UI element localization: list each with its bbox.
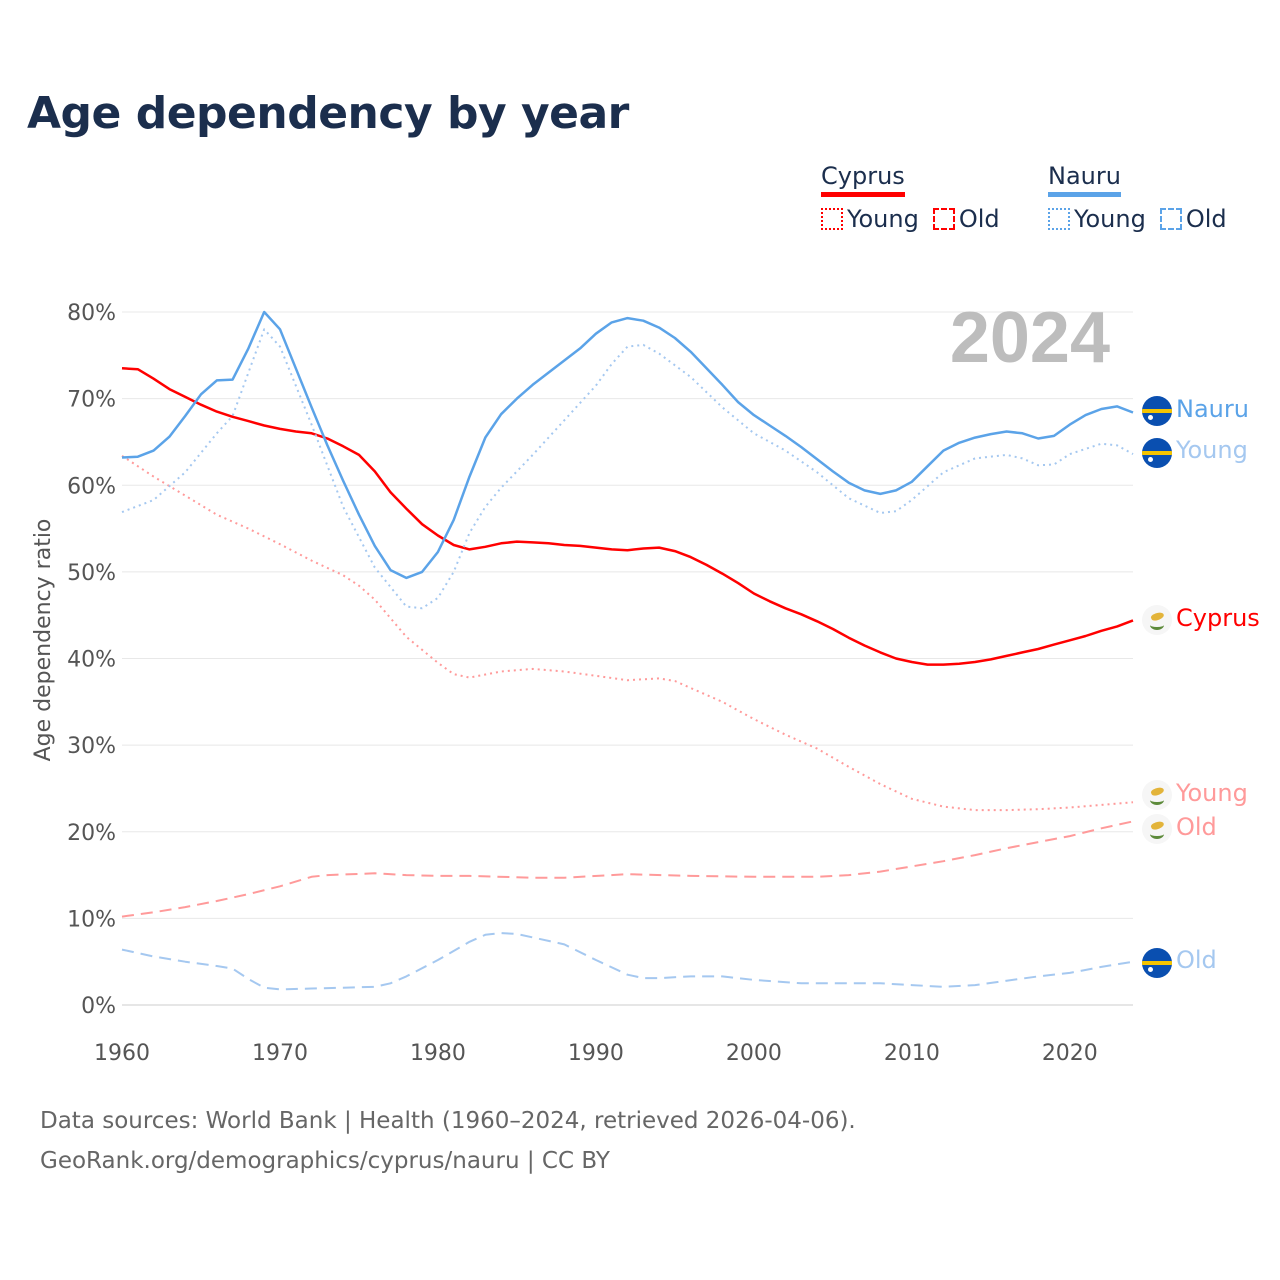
dashed-swatch-icon	[932, 208, 955, 230]
end-label-nauru-young: Young	[1176, 436, 1248, 464]
legend-label: Old	[1185, 205, 1227, 233]
legend-cyprus: Cyprus Young Old	[821, 162, 1000, 233]
end-label-cyprus-young: Young	[1176, 779, 1248, 807]
legend-cyprus-old[interactable]: Old	[932, 205, 1000, 233]
y-tick-label: 70%	[67, 388, 116, 413]
dotted-swatch-icon	[1048, 208, 1070, 230]
nauru-flag-icon	[1142, 396, 1172, 426]
x-tick-label: 2020	[1042, 1041, 1098, 1066]
y-axis-label: Age dependency ratio	[31, 519, 56, 762]
cyprus-flag-icon	[1142, 780, 1172, 810]
legend-nauru-title: Nauru	[1048, 162, 1121, 197]
legend-nauru: Nauru Young Old	[1048, 162, 1227, 233]
y-tick-label: 50%	[67, 561, 116, 586]
legend-label: Young	[847, 205, 919, 233]
legend-cyprus-young[interactable]: Young	[821, 205, 919, 233]
end-label-nauru: Nauru	[1176, 395, 1249, 423]
x-tick-label: 2010	[884, 1041, 940, 1066]
legend-label: Old	[958, 205, 1000, 233]
legend-label: Young	[1074, 205, 1146, 233]
legend-nauru-old[interactable]: Old	[1159, 205, 1227, 233]
nauru-flag-icon	[1142, 948, 1172, 978]
cyprus-flag-icon	[1142, 814, 1172, 844]
legend-nauru-young[interactable]: Young	[1048, 205, 1146, 233]
end-label-cyprus: Cyprus	[1176, 604, 1260, 632]
y-tick-label: 0%	[81, 994, 116, 1019]
y-tick-label: 60%	[67, 474, 116, 499]
source-line-2: GeoRank.org/demographics/cyprus/nauru | …	[40, 1148, 610, 1174]
x-tick-label: 2000	[726, 1041, 782, 1066]
chart-title: Age dependency by year	[27, 88, 629, 139]
series-line-cyprus-old	[121, 820, 1134, 918]
dashed-swatch-icon	[1159, 208, 1182, 230]
source-line-1: Data sources: World Bank | Health (1960–…	[40, 1108, 856, 1134]
x-tick-label: 1980	[410, 1041, 466, 1066]
y-tick-label: 20%	[67, 821, 116, 846]
series-line-nauru	[121, 310, 1134, 580]
end-label-nauru-old: Old	[1176, 946, 1217, 974]
end-label-cyprus-old: Old	[1176, 813, 1217, 841]
nauru-flag-icon	[1142, 438, 1172, 468]
cyprus-flag-icon	[1142, 605, 1172, 635]
series-line-cyprus	[121, 367, 1134, 666]
y-tick-label: 10%	[67, 907, 116, 932]
series-line-nauru-old	[121, 932, 1134, 991]
x-tick-label: 1990	[568, 1041, 624, 1066]
legend-cyprus-title: Cyprus	[821, 162, 905, 197]
series-line-cyprus-young	[121, 454, 1134, 812]
y-tick-label: 30%	[67, 734, 116, 759]
x-tick-label: 1960	[94, 1041, 150, 1066]
y-tick-label: 80%	[67, 301, 116, 326]
dotted-swatch-icon	[821, 208, 843, 230]
y-tick-label: 40%	[67, 648, 116, 673]
year-watermark: 2024	[950, 298, 1110, 378]
x-tick-label: 1970	[252, 1041, 308, 1066]
